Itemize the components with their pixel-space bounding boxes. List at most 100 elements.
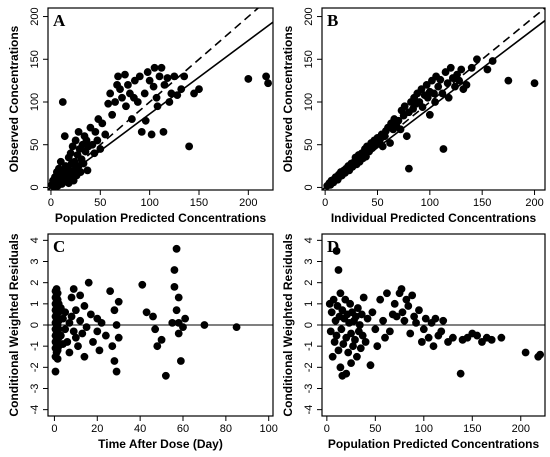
data-point [168,318,177,327]
data-point [90,149,99,158]
data-point [86,310,95,319]
data-point [69,327,78,336]
plot-frame [47,7,274,191]
y-tick-label: 3 [303,258,315,264]
data-point [337,325,346,334]
data-point [430,89,438,98]
data-point [111,98,120,106]
data-point [110,357,119,365]
y-tick-label: 50 [29,139,41,151]
data-point [200,321,209,329]
data-point [157,335,166,344]
data-point [69,285,78,293]
data-point [161,371,170,380]
data-point [165,98,174,106]
data-point [488,57,497,65]
data-point [79,159,88,168]
data-point [172,244,181,253]
data-point [110,306,119,315]
data-point [95,346,104,355]
x-tick-label: 150 [473,197,491,209]
y-axis-label: Conditional Weighted Residuals [7,233,21,416]
data-point [177,85,186,94]
data-point [455,76,464,85]
data-point [379,316,387,325]
data-point [473,55,481,64]
x-tick-label: 80 [220,423,232,435]
y-tick-label: -2 [303,362,315,372]
y-axis-label: Observed Concentrations [7,25,21,172]
data-point [421,314,430,323]
data-point [181,314,190,323]
data-point [76,168,85,176]
panel-letter: A [53,11,66,30]
data-point [53,289,62,298]
data-point [329,295,338,304]
data-point [434,82,443,91]
data-point [106,89,115,98]
data-point [363,314,372,323]
data-point [353,352,361,361]
data-point [151,325,160,334]
data-point [396,125,405,134]
data-point [361,338,370,346]
data-point [142,308,151,317]
data-point [54,325,63,334]
data-point [71,136,80,145]
data-point [473,331,482,340]
data-point [444,93,453,102]
data-point [51,367,60,376]
data-point [410,312,419,321]
x-tick-label: 100 [421,197,439,209]
x-tick-label: 40 [134,423,146,435]
data-point [76,291,85,300]
data-point [65,318,74,327]
data-point [127,115,136,123]
y-axis-label: Observed Concentrations [281,25,295,172]
data-point [451,82,459,91]
y-tick-label: 0 [29,322,41,328]
data-point [101,331,110,340]
data-point [76,316,85,325]
data-point [262,72,270,81]
data-point [96,145,105,153]
data-point [390,299,399,308]
data-point [82,136,91,145]
plot-frame [321,7,546,191]
data-point [56,331,65,340]
data-point [145,76,154,85]
data-point [153,342,162,351]
data-point [108,342,117,351]
data-point [456,369,465,378]
data-point [497,333,506,342]
data-point [443,79,452,88]
x-tick-label: 150 [463,423,481,435]
y-tick-label: 1 [303,301,315,307]
data-point [436,75,445,84]
data-points [325,247,545,380]
data-point [58,98,67,106]
data-point [353,304,362,312]
data-point [334,266,343,274]
x-tick-label: 60 [177,423,189,435]
y-tick-label: -4 [29,405,41,415]
data-point [446,63,455,72]
data-point [425,110,434,119]
data-point [366,361,375,370]
panel-b: 0 50 100 150 200 0 50 100 150 200 Individual Predi… [281,7,546,225]
data-point [385,327,394,336]
data-point [417,85,426,94]
data-point [174,329,183,338]
y-tick-label: 200 [29,7,41,25]
data-point [124,81,132,89]
data-point [402,132,411,141]
data-point [63,338,72,346]
data-point [349,342,357,351]
data-point [386,139,394,147]
data-point [80,352,89,361]
data-point [504,76,513,85]
data-point [355,321,364,329]
x-tick-label: 0 [48,197,54,209]
data-point [417,338,426,346]
data-point [392,312,401,321]
